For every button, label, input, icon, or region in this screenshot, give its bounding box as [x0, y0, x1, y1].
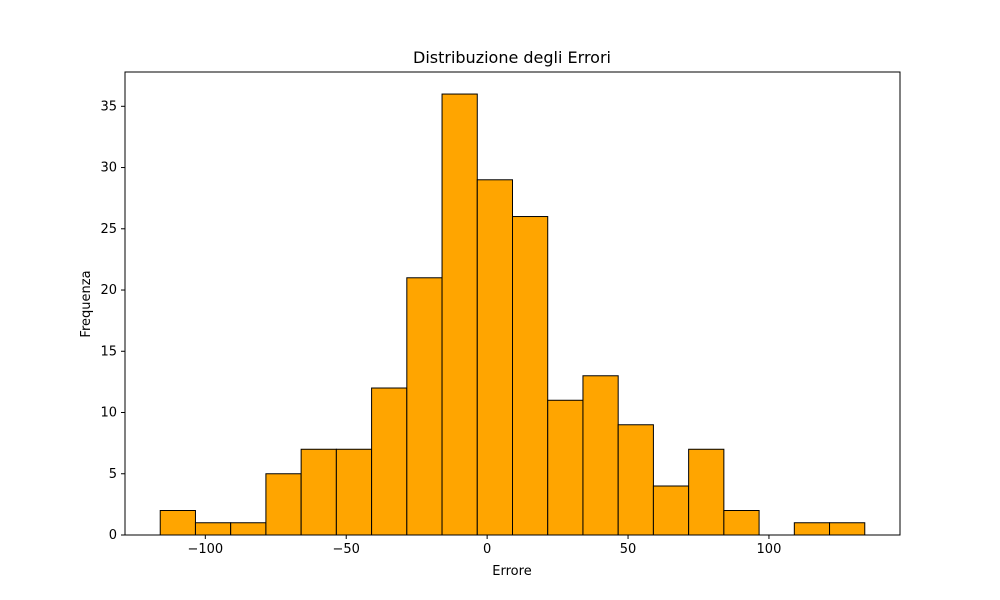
histogram-bar — [652, 485, 690, 536]
plot-frame — [124, 71, 901, 536]
x-tick-label: 100 — [757, 542, 782, 557]
histogram-bar — [723, 510, 760, 536]
histogram-bar — [582, 375, 619, 536]
y-tick-label: 35 — [100, 99, 117, 114]
x-axis-ticks: −100 −50 0 50 100 — [187, 535, 781, 557]
histogram-bar — [335, 448, 373, 536]
histogram-bar — [829, 522, 866, 536]
histogram-bar — [406, 277, 443, 536]
histogram-bar — [512, 216, 549, 536]
histogram-bar — [371, 387, 408, 536]
y-tick-label: 15 — [100, 344, 117, 359]
histogram-bar — [617, 424, 654, 536]
x-axis-label: Errore — [492, 564, 531, 579]
histogram-bar — [194, 522, 232, 536]
histogram-bar — [230, 522, 267, 536]
histogram-bar — [265, 473, 302, 536]
histogram-bar — [441, 93, 478, 536]
histogram-bar — [300, 448, 337, 536]
histogram-bar — [159, 510, 196, 536]
y-tick-label: 10 — [100, 406, 117, 421]
bars-group — [159, 93, 866, 536]
histogram-bar — [688, 448, 725, 536]
x-tick-label: 50 — [620, 542, 637, 557]
y-tick-label: 30 — [100, 161, 117, 176]
histogram-bar — [793, 522, 831, 536]
chart-title: Distribuzione degli Errori — [413, 48, 611, 67]
y-tick-label: 20 — [100, 283, 117, 298]
x-tick-label: −100 — [187, 542, 223, 557]
y-axis-ticks: 0 5 10 15 20 25 30 35 — [100, 99, 125, 543]
x-tick-label: −50 — [333, 542, 360, 557]
histogram-bar — [476, 179, 514, 536]
x-tick-label: 0 — [483, 542, 491, 557]
y-axis-label: Frequenza — [79, 270, 94, 337]
y-tick-label: 5 — [109, 467, 117, 482]
y-tick-label: 0 — [109, 528, 117, 543]
y-tick-label: 25 — [100, 222, 117, 237]
histogram-bar — [547, 399, 584, 536]
